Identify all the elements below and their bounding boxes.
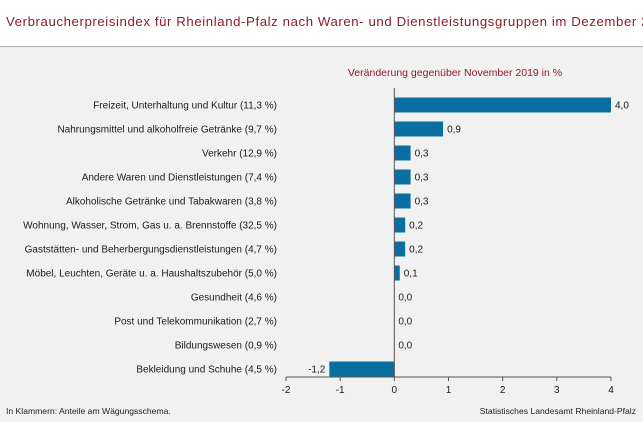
value-label: 0,2	[409, 245, 423, 256]
x-tick-label: 2	[500, 385, 506, 396]
value-label: 0,1	[404, 269, 418, 280]
category-label: Andere Waren und Dienstleistungen (7,4 %…	[82, 173, 277, 184]
axes: -2 -1 0 1 2 3 4	[282, 88, 614, 396]
bars	[329, 97, 611, 377]
footnote-right: Statistisches Landesamt Rheinland-Pfalz	[480, 406, 636, 416]
value-label: 0,3	[415, 197, 429, 208]
x-tick-label: 0	[392, 385, 398, 396]
value-label: 0,0	[398, 341, 412, 352]
value-label: -1,2	[308, 365, 326, 376]
value-label: 0,0	[398, 317, 412, 328]
category-label: Bekleidung und Schuhe (4,5 %)	[136, 365, 277, 376]
bar	[394, 145, 411, 161]
bar	[394, 217, 406, 233]
category-label: Bildungswesen (0,9 %)	[175, 341, 277, 352]
bar	[394, 169, 411, 185]
title-bar: Verbraucherpreisindex für Rheinland-Pfal…	[0, 0, 643, 47]
category-labels: Freizeit, Unterhaltung und Kultur (11,3 …	[23, 101, 277, 376]
bar	[329, 361, 395, 377]
category-label: Wohnung, Wasser, Strom, Gas u. a. Brenns…	[23, 221, 277, 232]
x-tick-label: 4	[608, 385, 614, 396]
value-labels: 4,0 0,9 0,3 0,3 0,3 0,2 0,2 0,1 0,0 0,0 0,0 -1,2	[308, 101, 629, 376]
value-label: 0,3	[415, 173, 429, 184]
bar	[394, 193, 411, 209]
category-label: Freizeit, Unterhaltung und Kultur (11,3 …	[93, 101, 277, 112]
category-label: Nahrungsmittel und alkoholfreie Getränke…	[57, 125, 277, 136]
bar	[394, 97, 611, 113]
x-tick-label: -2	[282, 385, 291, 396]
bar	[394, 241, 406, 257]
footnote-left: In Klammern: Anteile am Wägungsschema.	[6, 406, 171, 416]
category-label: Gaststätten- und Beherbergungsdienstleis…	[25, 245, 277, 256]
chart-subtitle: Veränderung gegenüber November 2019 in %	[348, 67, 562, 79]
bar	[394, 265, 400, 281]
category-label: Alkoholische Getränke und Tabakwaren (3,…	[66, 197, 277, 208]
category-label: Möbel, Leuchten, Geräte u. a. Haushaltsz…	[26, 269, 277, 280]
x-tick-label: -1	[336, 385, 345, 396]
x-tick-label: 3	[554, 385, 560, 396]
x-tick-label: 1	[446, 385, 452, 396]
value-label: 0,3	[415, 149, 429, 160]
bar	[394, 121, 444, 137]
value-label: 0,0	[398, 293, 412, 304]
category-label: Gesundheit (4,6 %)	[191, 293, 277, 304]
category-label: Post und Telekommunikation (2,7 %)	[114, 317, 277, 328]
value-label: 4,0	[615, 101, 629, 112]
chart-title: Verbraucherpreisindex für Rheinland-Pfal…	[6, 14, 643, 29]
value-label: 0,9	[447, 125, 461, 136]
value-label: 0,2	[409, 221, 423, 232]
category-label: Verkehr (12,9 %)	[202, 149, 277, 160]
